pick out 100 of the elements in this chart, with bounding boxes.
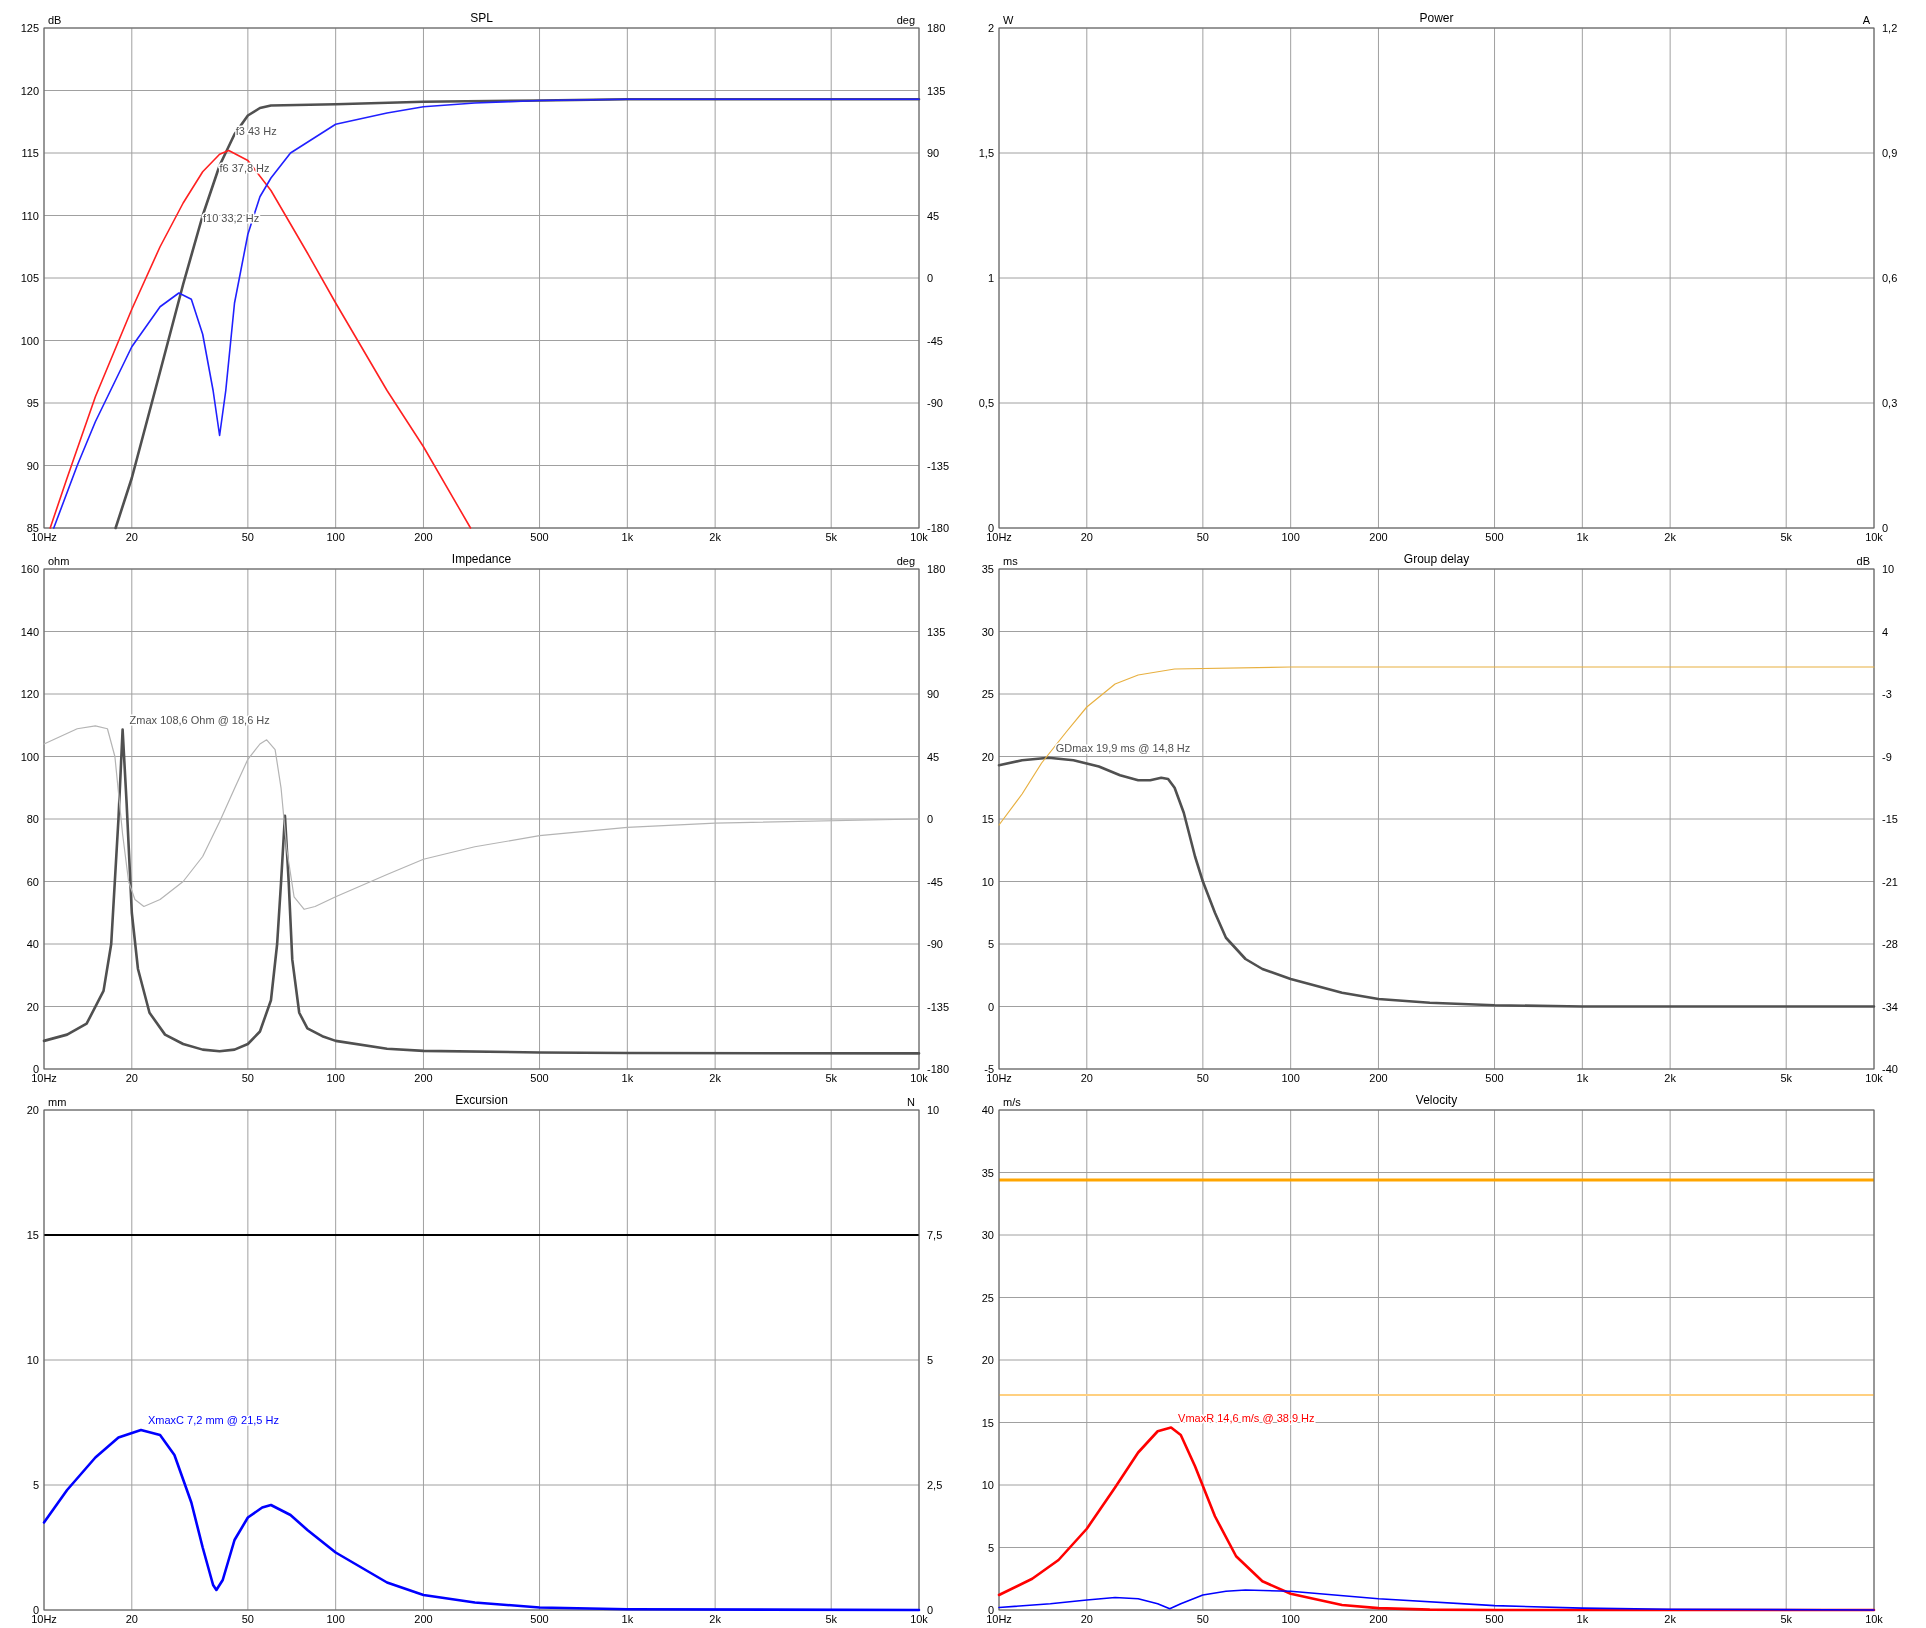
- x-tick-label: 2k: [1664, 1613, 1677, 1625]
- y2-tick-label: 0: [927, 1604, 934, 1616]
- annotation: VmaxR 14,6 m/s @ 38,9 Hz: [1178, 1411, 1315, 1424]
- y-tick-label: 120: [20, 84, 39, 97]
- y-tick-label: 1: [987, 272, 994, 284]
- y-tick-label: 100: [20, 750, 39, 763]
- y2-tick-label: -45: [927, 334, 943, 347]
- annotation: Zmax 108,6 Ohm @ 18,6 Hz: [129, 713, 270, 726]
- x-tick-label: 2k: [709, 531, 722, 543]
- x-tick-label: 50: [1196, 531, 1209, 543]
- x-tick-label: 2k: [1664, 531, 1677, 543]
- y2-tick-label: -180: [927, 522, 950, 534]
- chart-title: Group delay: [1403, 552, 1470, 566]
- y-tick-label: 15: [26, 1229, 39, 1241]
- y-tick-label: 85: [26, 522, 39, 534]
- y-tick-label: 105: [20, 272, 39, 284]
- y2-tick-label: 45: [927, 750, 940, 763]
- y2-tick-label: 90: [927, 688, 940, 700]
- chart-title: Impedance: [451, 552, 512, 566]
- x-tick-label: 20: [125, 1613, 138, 1625]
- y-tick-label: 20: [26, 1000, 39, 1013]
- y-tick-label: 5: [987, 1541, 994, 1554]
- y2-tick-label: -90: [927, 397, 943, 409]
- y2-axis-title: A: [1862, 14, 1871, 26]
- x-tick-label: 10k: [1865, 1613, 1884, 1625]
- annotation: f6 37,8 Hz: [219, 162, 270, 174]
- y-tick-label: 15: [981, 813, 994, 825]
- x-tick-label: 10Hz: [31, 531, 57, 543]
- x-tick-label: 100: [326, 1613, 345, 1625]
- x-tick-label: 10Hz: [31, 1072, 57, 1084]
- x-tick-label: 20: [125, 1072, 138, 1084]
- x-tick-label: 5k: [825, 1613, 838, 1625]
- y-tick-label: 80: [26, 813, 39, 825]
- x-tick-label: 1k: [621, 1072, 634, 1084]
- x-tick-label: 100: [1281, 531, 1300, 543]
- y2-tick-label: -9: [1882, 750, 1892, 763]
- x-tick-label: 500: [530, 1072, 549, 1084]
- y-tick-label: 10: [981, 1479, 994, 1491]
- y-tick-label: 25: [981, 1291, 994, 1304]
- y-tick-label: 40: [26, 938, 39, 950]
- y-tick-label: 20: [26, 1104, 39, 1116]
- x-tick-label: 10k: [1865, 1072, 1884, 1084]
- x-tick-label: 500: [530, 531, 549, 543]
- x-tick-label: 100: [1281, 1613, 1300, 1625]
- y2-tick-label: 135: [927, 625, 946, 638]
- x-tick-label: 50: [1196, 1072, 1209, 1084]
- x-tick-label: 20: [1080, 531, 1093, 543]
- x-tick-label: 5k: [1780, 531, 1793, 543]
- x-tick-label: 2k: [709, 1072, 722, 1084]
- x-tick-label: 20: [125, 531, 138, 543]
- y2-tick-label: -34: [1882, 1000, 1898, 1013]
- y2-tick-label: 0,6: [1882, 272, 1898, 284]
- x-tick-label: 200: [414, 1072, 433, 1084]
- y2-tick-label: 10: [1882, 563, 1895, 575]
- y2-tick-label: -45: [927, 875, 943, 888]
- y-tick-label: 20: [981, 1354, 994, 1366]
- y2-tick-label: 4: [1882, 625, 1889, 638]
- y2-tick-label: 0: [927, 272, 934, 284]
- y2-tick-label: -135: [927, 1000, 950, 1013]
- y-tick-label: 35: [981, 1166, 994, 1179]
- x-tick-label: 20: [1080, 1072, 1093, 1084]
- y-tick-label: -5: [984, 1063, 994, 1075]
- y-tick-label: 120: [20, 688, 39, 700]
- y-tick-label: 140: [20, 625, 39, 638]
- x-tick-label: 20: [1080, 1613, 1093, 1625]
- x-tick-label: 500: [1485, 531, 1504, 543]
- x-tick-label: 5k: [825, 531, 838, 543]
- y2-tick-label: 135: [927, 84, 946, 97]
- x-tick-label: 1k: [621, 531, 634, 543]
- y2-tick-label: 2,5: [927, 1479, 943, 1491]
- y-axis-title: W: [1003, 14, 1014, 26]
- x-tick-label: 100: [326, 1072, 345, 1084]
- y2-tick-label: 0,3: [1882, 397, 1898, 409]
- y-tick-label: 0: [987, 522, 994, 534]
- y-tick-label: 0: [32, 1604, 39, 1616]
- x-tick-label: 10k: [910, 1072, 929, 1084]
- x-tick-label: 1k: [1576, 531, 1589, 543]
- x-tick-label: 200: [414, 531, 433, 543]
- chart-title: Excursion: [455, 1093, 508, 1107]
- x-tick-label: 10Hz: [986, 531, 1012, 543]
- y2-tick-label: 5: [927, 1354, 934, 1366]
- x-tick-label: 200: [1369, 1072, 1388, 1084]
- x-tick-label: 10k: [1865, 531, 1884, 543]
- y-tick-label: 35: [981, 563, 994, 575]
- y2-tick-label: -28: [1882, 938, 1898, 950]
- y-tick-label: 60: [26, 875, 39, 888]
- y-tick-label: 5: [32, 1479, 39, 1491]
- y-axis-title: ohm: [48, 555, 70, 567]
- y-tick-label: 0: [32, 1063, 39, 1075]
- y2-tick-label: 180: [927, 563, 946, 575]
- x-tick-label: 200: [1369, 531, 1388, 543]
- y-tick-label: 90: [26, 459, 39, 472]
- y-axis-title: mm: [48, 1096, 67, 1108]
- y2-axis-title: N: [907, 1096, 916, 1108]
- y-tick-label: 20: [981, 750, 994, 763]
- x-tick-label: 10k: [910, 1613, 929, 1625]
- y2-tick-label: 0,9: [1882, 147, 1898, 159]
- y2-tick-label: 180: [927, 22, 946, 34]
- x-tick-label: 200: [1369, 1613, 1388, 1625]
- x-tick-label: 500: [1485, 1613, 1504, 1625]
